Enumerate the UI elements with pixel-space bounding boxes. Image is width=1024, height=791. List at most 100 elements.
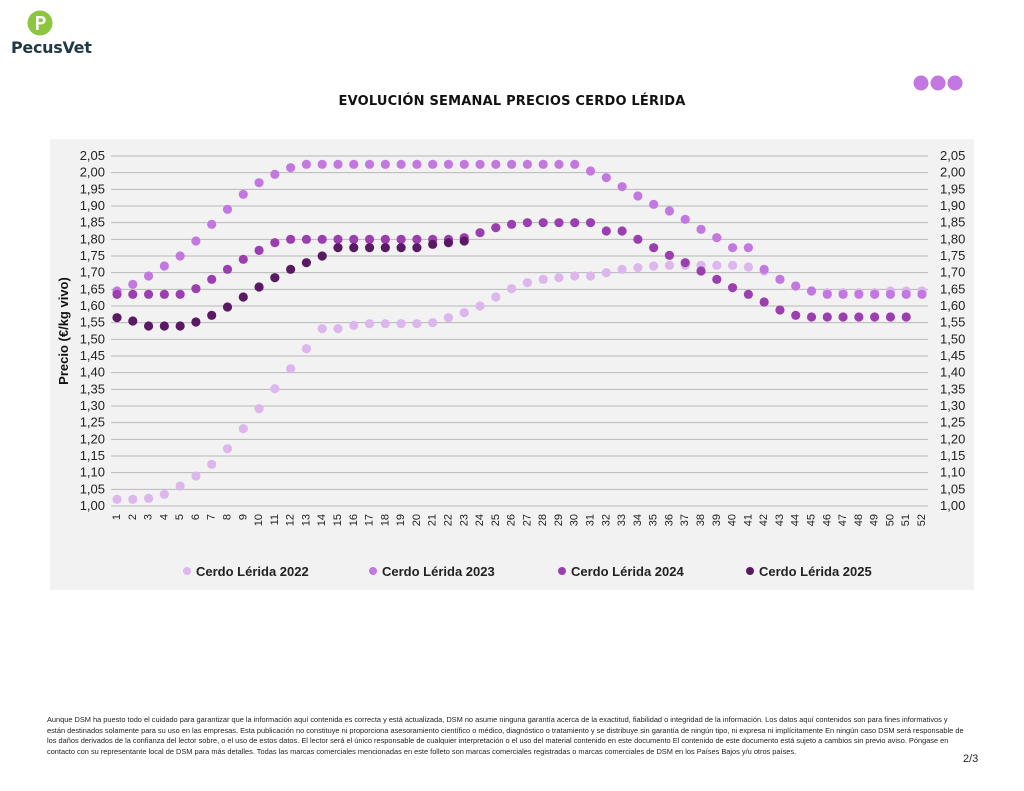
data-point-2023 — [854, 289, 864, 299]
data-point-2022 — [601, 268, 611, 278]
data-point-2022 — [475, 301, 485, 311]
data-point-2025 — [333, 243, 343, 253]
y-tick-label-left: 1,75 — [80, 248, 105, 263]
data-point-2022 — [727, 260, 738, 270]
y-tick-label-right: 1,90 — [940, 198, 965, 213]
data-point-2023 — [270, 169, 280, 179]
data-point-2023 — [254, 178, 264, 188]
data-point-2025 — [459, 236, 469, 246]
data-point-2025 — [270, 273, 280, 283]
y-tick-label-left: 1,40 — [80, 365, 105, 380]
data-point-2022 — [743, 262, 753, 272]
y-tick-label-right: 1,60 — [940, 298, 965, 313]
y-tick-label-right: 1,30 — [940, 398, 965, 413]
data-point-2022 — [270, 384, 280, 394]
data-point-2023 — [333, 159, 343, 169]
data-point-2025 — [396, 243, 406, 253]
data-point-2024 — [175, 289, 185, 299]
x-tick-label: 29 — [553, 514, 565, 526]
x-tick-label: 22 — [442, 514, 454, 526]
x-tick-label: 39 — [711, 514, 723, 526]
data-point-2023 — [364, 159, 375, 169]
data-point-2022 — [522, 278, 532, 288]
data-point-2024 — [822, 312, 832, 322]
data-point-2022 — [507, 284, 517, 294]
legend-marker — [183, 567, 191, 575]
x-tick-label: 26 — [506, 514, 518, 526]
data-point-2024 — [254, 245, 264, 255]
y-axis-label: Precio (€/kg vivo) — [56, 277, 71, 385]
data-point-2024 — [775, 305, 785, 315]
data-point-2025 — [317, 251, 327, 261]
y-tick-label-right: 1,95 — [940, 181, 965, 196]
data-point-2025 — [112, 313, 122, 323]
y-tick-label-right: 1,20 — [940, 431, 965, 446]
y-tick-label-left: 1,20 — [80, 431, 105, 446]
y-tick-label-left: 1,25 — [80, 415, 105, 430]
data-point-2022 — [633, 263, 643, 273]
x-tick-label: 34 — [632, 514, 644, 526]
data-point-2024 — [806, 312, 817, 322]
data-point-2023 — [191, 236, 201, 246]
x-tick-label: 44 — [790, 514, 802, 526]
y-tick-label-right: 1,55 — [940, 315, 965, 330]
data-point-2023 — [349, 159, 359, 169]
data-point-2024 — [396, 234, 406, 244]
data-point-2023 — [143, 271, 154, 281]
data-point-2024 — [333, 234, 343, 244]
data-point-2023 — [475, 159, 485, 169]
y-tick-label-left: 1,10 — [80, 465, 105, 480]
y-tick-label-left: 1,50 — [80, 331, 105, 346]
data-point-2023 — [917, 289, 927, 299]
data-point-2023 — [901, 289, 911, 299]
y-tick-label-left: 2,00 — [80, 165, 105, 180]
data-point-2023 — [128, 279, 138, 289]
y-tick-label-left: 1,70 — [80, 265, 105, 280]
x-tick-label: 21 — [427, 514, 439, 526]
x-tick-label: 7 — [206, 514, 218, 520]
y-tick-label-left: 1,85 — [80, 215, 105, 230]
y-tick-label-right: 1,65 — [940, 281, 965, 296]
data-point-2023 — [238, 189, 248, 199]
data-point-2023 — [222, 204, 233, 214]
data-point-2024 — [238, 254, 248, 264]
data-point-2024 — [554, 218, 564, 228]
data-point-2023 — [317, 159, 327, 169]
data-point-2022 — [585, 271, 596, 281]
data-point-2023 — [554, 159, 564, 169]
y-tick-label-left: 1,05 — [80, 481, 105, 496]
data-point-2022 — [207, 459, 217, 469]
x-tick-label: 9 — [237, 514, 249, 520]
data-point-2023 — [759, 264, 769, 274]
data-point-2023 — [727, 243, 738, 253]
data-point-2025 — [349, 243, 359, 253]
y-tick-label-left: 1,00 — [80, 498, 105, 513]
data-point-2022 — [333, 324, 343, 334]
data-point-2024 — [538, 218, 548, 228]
data-point-2023 — [159, 261, 169, 271]
data-point-2025 — [191, 317, 201, 327]
y-tick-label-right: 1,25 — [940, 415, 965, 430]
data-point-2023 — [380, 159, 390, 169]
y-tick-label-left: 1,65 — [80, 281, 105, 296]
x-tick-label: 3 — [143, 514, 155, 520]
y-tick-label-right: 1,85 — [940, 215, 965, 230]
data-point-2023 — [428, 159, 438, 169]
data-point-2022 — [238, 424, 248, 434]
x-tick-label: 41 — [742, 514, 754, 526]
y-tick-label-right: 1,50 — [940, 331, 965, 346]
data-point-2025 — [412, 243, 422, 253]
data-point-2023 — [412, 159, 422, 169]
x-tick-label: 4 — [158, 514, 170, 520]
data-point-2024 — [901, 312, 911, 322]
data-point-2024 — [885, 312, 896, 322]
data-point-2023 — [649, 199, 659, 209]
data-point-2025 — [175, 321, 185, 331]
data-point-2024 — [870, 312, 880, 322]
data-point-2024 — [664, 250, 675, 260]
y-tick-label-left: 1,45 — [80, 348, 105, 363]
x-tick-label: 35 — [648, 514, 660, 526]
x-tick-label: 47 — [837, 514, 849, 526]
page-title: EVOLUCIÓN SEMANAL PRECIOS CERDO LÉRIDA — [338, 94, 686, 109]
data-point-2022 — [712, 260, 722, 270]
